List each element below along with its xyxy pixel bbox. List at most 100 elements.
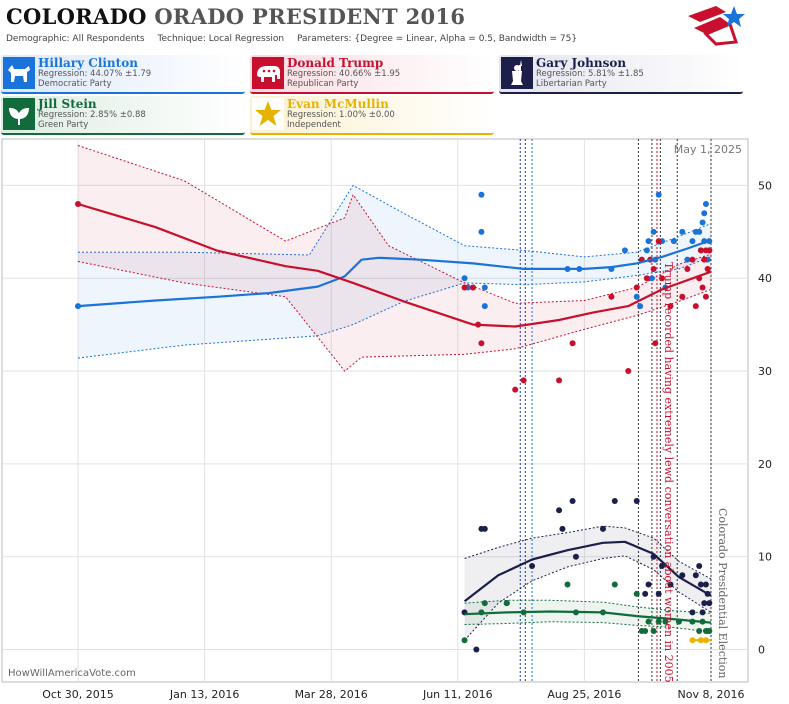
data-point [572, 553, 579, 560]
y-tick-label: 20 [758, 458, 772, 471]
candidate-name: Evan McMullin [287, 97, 389, 111]
watermark: HowWillAmericaVote.com [8, 668, 136, 679]
data-point [512, 386, 519, 393]
data-point [650, 265, 657, 272]
data-point [556, 507, 563, 514]
regression-line [463, 540, 712, 603]
liberty-icon [501, 57, 533, 89]
lower-bound-line [77, 261, 712, 372]
data-point [569, 340, 576, 347]
data-point [697, 247, 704, 254]
data-point [643, 247, 650, 254]
candidate-regression: Regression: 2.85% ±0.88 [38, 110, 146, 120]
title-state: COLORADO [6, 4, 147, 29]
data-point [652, 340, 659, 347]
data-point [503, 600, 510, 607]
data-point [625, 368, 632, 375]
y-tick-label: 50 [758, 179, 772, 192]
data-point [706, 627, 713, 634]
data-point [659, 275, 666, 282]
data-point [529, 562, 536, 569]
data-point [633, 590, 640, 597]
data-point [645, 238, 652, 245]
data-point [689, 609, 696, 616]
demographic-label: Demographic: All Respondents [6, 34, 145, 44]
page-title: COLORADO ORADO PRESIDENT 2016 [6, 4, 465, 29]
candidate-regression: Regression: 5.81% ±1.85 [536, 69, 644, 79]
data-point [642, 590, 649, 597]
candidate-party: Democratic Party [38, 79, 112, 89]
data-point [564, 581, 571, 588]
data-point [702, 581, 709, 588]
data-point [621, 247, 628, 254]
data-point [611, 498, 618, 504]
candidate-regression: Regression: 1.00% ±0.00 [287, 110, 395, 120]
data-point [481, 303, 488, 310]
data-point [478, 191, 485, 198]
data-point [655, 191, 662, 198]
x-tick-label: Aug 25, 2016 [547, 688, 621, 701]
y-tick-label: 30 [758, 365, 772, 378]
data-point [645, 618, 652, 625]
data-point [701, 600, 708, 607]
data-point [704, 265, 711, 272]
upper-bound-line [464, 525, 712, 580]
date-label: May 1, 2025 [674, 143, 742, 156]
data-point [670, 238, 677, 245]
candidate-name: Jill Stein [38, 97, 97, 111]
data-point [696, 562, 703, 569]
confidence-band [78, 185, 711, 359]
regression-line [77, 239, 712, 308]
data-point [633, 498, 640, 504]
data-point [650, 627, 657, 634]
data-point [679, 228, 686, 235]
data-point [461, 275, 468, 282]
regression-line [77, 202, 712, 328]
elephant-icon [252, 57, 284, 89]
candidate-regression: Regression: 40.66% ±1.95 [287, 69, 401, 79]
data-point [706, 600, 713, 607]
data-point [478, 228, 485, 235]
leaf-icon [3, 98, 35, 130]
data-point [696, 627, 703, 634]
data-point [692, 303, 699, 310]
data-point [702, 200, 709, 207]
data-point [637, 303, 644, 310]
data-point [689, 238, 696, 245]
x-tick-label: Nov 8, 2016 [678, 688, 745, 701]
data-point [611, 581, 618, 588]
y-tick-label: 40 [758, 272, 772, 285]
confidence-band [464, 526, 711, 641]
data-point [469, 284, 476, 291]
x-tick-label: Oct 30, 2015 [42, 688, 114, 701]
data-point [559, 525, 566, 532]
parameters-label: Parameters: {Degree = Linear, Alpha = 0.… [297, 34, 578, 44]
candidate-name: Gary Johnson [536, 56, 627, 70]
data-point [696, 228, 703, 235]
data-point [679, 572, 686, 579]
data-point [662, 618, 669, 625]
data-point [473, 646, 480, 653]
data-point [643, 275, 650, 282]
candidate-card-johnson: Gary Johnson Regression: 5.81% ±1.85 Lib… [499, 55, 743, 94]
candidate-card-stein: Jill Stein Regression: 2.85% ±0.88 Green… [1, 96, 245, 135]
data-point [667, 581, 674, 588]
x-tick-label: Jan 13, 2016 [169, 688, 239, 701]
upper-bound-line [78, 184, 712, 258]
candidate-party: Green Party [38, 120, 89, 130]
candidate-party: Libertarian Party [536, 79, 607, 89]
data-point [702, 293, 709, 300]
data-point [481, 284, 488, 291]
data-point [650, 228, 657, 235]
data-point [569, 498, 576, 504]
data-point [655, 618, 662, 625]
data-point [642, 627, 649, 634]
data-point [684, 265, 691, 272]
y-tick-label: 0 [758, 644, 765, 657]
data-point [667, 303, 674, 310]
donkey-icon [3, 57, 35, 89]
data-point [599, 525, 606, 532]
data-point [697, 581, 704, 588]
candidate-card-mcmullin: Evan McMullin Regression: 1.00% ±0.00 In… [250, 96, 494, 135]
